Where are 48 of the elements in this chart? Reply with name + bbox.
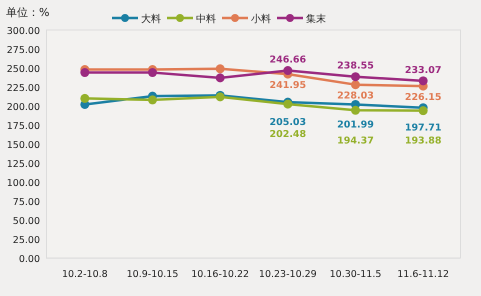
x-tick-label: 11.6-11.12	[397, 269, 450, 280]
data-label: 233.07	[404, 64, 442, 76]
data-label: 197.71	[404, 122, 442, 134]
data-label: 228.03	[337, 90, 374, 102]
y-tick-label: 0.00	[18, 254, 40, 265]
x-tick-label: 10.16-10.22	[191, 269, 250, 280]
legend-label: 大料	[141, 13, 161, 25]
point	[351, 72, 360, 82]
data-label: 193.88	[404, 136, 442, 147]
data-label: 202.48	[269, 129, 307, 140]
point	[216, 64, 225, 74]
point	[418, 76, 428, 86]
x-tick-label: 10.23-10.29	[258, 269, 317, 280]
y-tick-label: 100.00	[6, 178, 40, 189]
x-tick-label: 10.9-10.15	[126, 269, 178, 280]
legend-label: 小料	[251, 13, 271, 25]
data-label: 226.15	[404, 92, 442, 104]
y-tick-label: 125.00	[6, 159, 40, 170]
data-label: 201.99	[337, 119, 374, 130]
y-tick-label: 275.00	[6, 45, 40, 56]
y-axis-title: 单位：%	[6, 6, 50, 19]
y-tick-label: 50.00	[12, 216, 40, 227]
legend-label: 集末	[306, 13, 326, 25]
data-label: 238.55	[337, 60, 374, 72]
point	[216, 73, 225, 82]
point	[351, 106, 360, 115]
point	[351, 80, 360, 90]
y-tick-label: 225.00	[6, 83, 40, 94]
x-tick-label: 10.2-10.8	[62, 269, 108, 280]
data-label: 194.37	[337, 135, 374, 146]
y-tick-label: 300.00	[6, 26, 40, 37]
data-label: 205.03	[269, 117, 306, 128]
data-label: 246.66	[269, 54, 307, 66]
legend-label: 中料	[196, 13, 216, 25]
point	[148, 68, 157, 78]
y-tick-label: 150.00	[6, 140, 40, 151]
data-label: 241.95	[269, 80, 306, 92]
point	[80, 68, 90, 78]
point	[148, 95, 157, 104]
y-tick-label: 200.00	[6, 102, 40, 113]
y-tick-label: 75.00	[12, 197, 40, 208]
point	[80, 94, 90, 103]
x-tick-label: 10.30-11.5	[330, 269, 382, 280]
point	[283, 66, 292, 76]
point	[418, 106, 428, 116]
y-tick-label: 250.00	[6, 64, 40, 75]
y-tick-label: 175.00	[6, 121, 40, 132]
y-tick-label: 25.00	[12, 235, 40, 246]
